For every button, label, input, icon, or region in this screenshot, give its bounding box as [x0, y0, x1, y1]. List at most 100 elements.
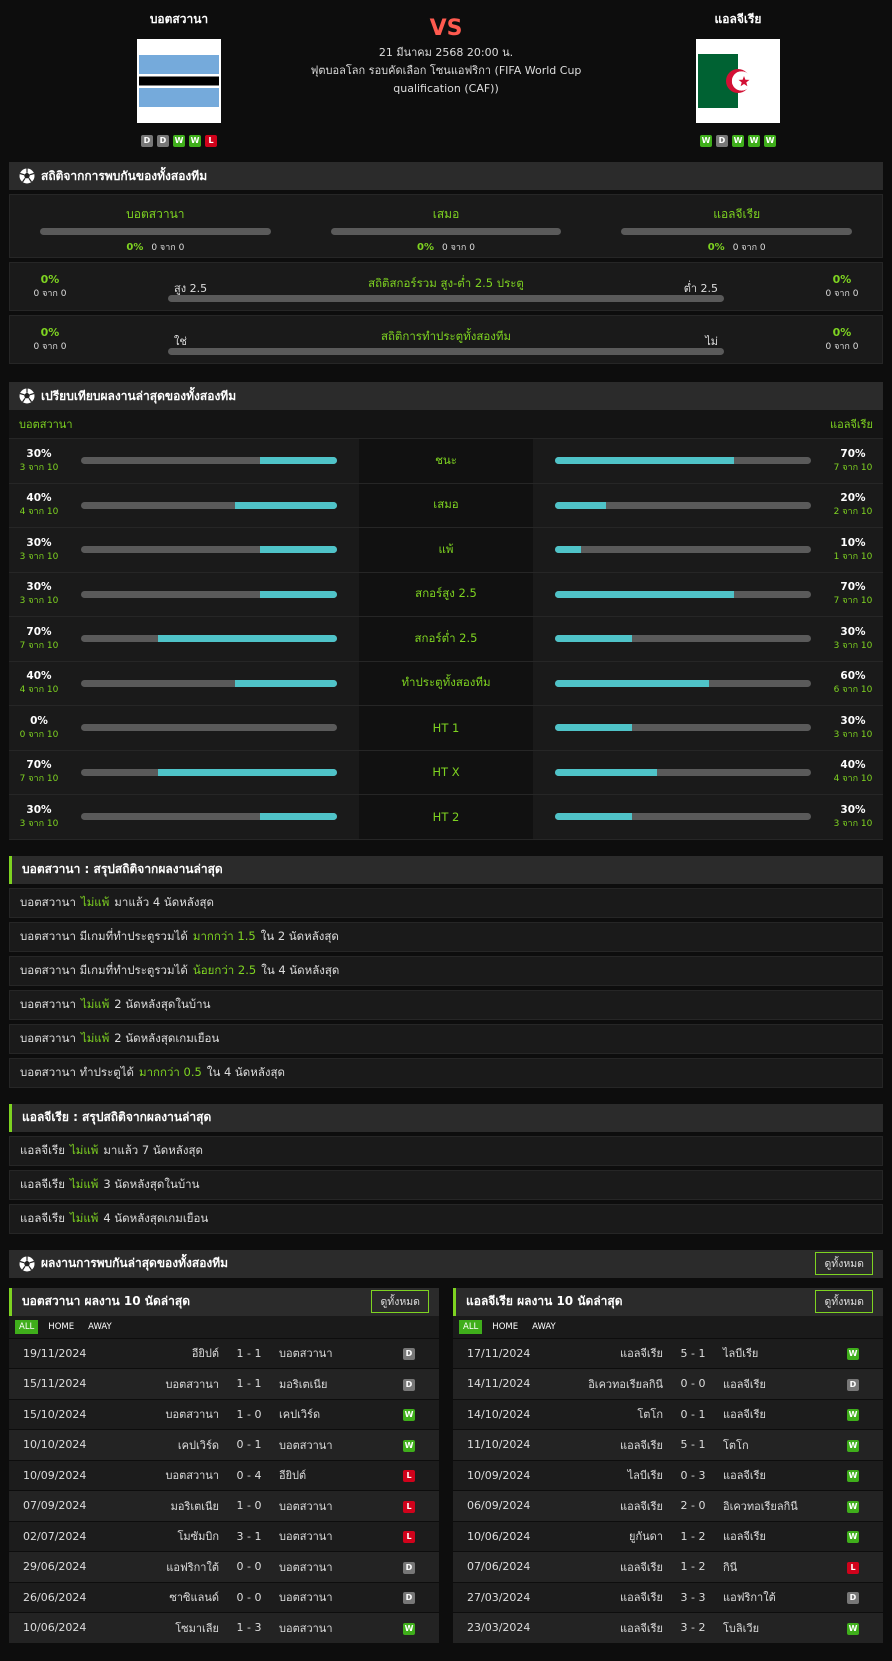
stat-bar	[81, 768, 337, 776]
stat-bar	[81, 457, 337, 465]
home-pct: 30% 3 จาก 10	[19, 447, 59, 473]
vs: VS	[429, 16, 463, 41]
compare-away-side: 20% 2 จาก 10	[533, 483, 883, 527]
stat-bar-fill	[260, 457, 337, 465]
match-home: โมซัมบิก	[177, 1530, 219, 1544]
view-all-button[interactable]: ดูทั้งหมด	[815, 1252, 873, 1275]
stat-bar	[555, 724, 811, 732]
home-pct: 40% 4 จาก 10	[19, 670, 59, 696]
result-badge: W	[847, 1409, 859, 1422]
compare-home-side: 30% 3 จาก 10	[9, 528, 359, 572]
stat-bar	[81, 813, 337, 821]
home-count: 3 จาก 10	[19, 818, 59, 829]
home-pct: 30% 3 จาก 10	[19, 536, 59, 562]
compare-label: ชนะ	[359, 439, 533, 483]
match-away: บอตสวานา	[279, 1530, 333, 1544]
home-pct: 40% 4 จาก 10	[19, 492, 59, 518]
result-badge: W	[847, 1348, 859, 1361]
match-score: 1 - 1	[236, 1346, 262, 1360]
home-count: 7 จาก 10	[19, 774, 59, 785]
match-home: แอลจีเรีย	[620, 1621, 663, 1635]
compare-row: 30% 3 จาก 10 สกอร์สูง 2.5 70% 7 จาก 10	[9, 572, 883, 617]
result-badge: W	[173, 135, 185, 147]
away-pct: 60% 6 จาก 10	[833, 670, 873, 696]
match-result: D	[389, 1377, 429, 1391]
match-result: D	[389, 1346, 429, 1361]
team-panel: บอตสวานา ผลงาน 10 นัดล่าสุด ดูทั้งหมด ALL H…	[9, 1287, 439, 1643]
match-row: 15/10/2024 บอตสวานา 1 - 0 เคปเวิร์ด W	[9, 1398, 439, 1429]
summary-item: บอตสวานา ไม่แพ้ 2 นัดหลังสุดในบ้าน	[9, 989, 883, 1020]
filter-tab[interactable]: ALL	[459, 1319, 483, 1334]
stat-bar	[555, 501, 811, 509]
summary-highlight: ไม่แพ้	[80, 894, 110, 909]
summary-text: ใน 4 นัดหลังสุด	[261, 962, 340, 977]
match-home: เคปเวิร์ด	[177, 1438, 219, 1452]
match-date: 06/09/2024	[467, 1499, 531, 1513]
stat-bar-fill	[555, 768, 658, 776]
match-home: แอฟริกาใต้	[166, 1560, 219, 1574]
stat-bar	[81, 590, 337, 598]
match-result: L	[389, 1468, 429, 1483]
filter-tab[interactable]: HOME	[48, 1321, 75, 1332]
section-title-text: ผลงานการพบกันล่าสุดของทั้งสองทีม	[41, 1256, 229, 1270]
ou-left-label: ใช่	[174, 335, 187, 348]
ou-row: 0% 0 จาก 0 0% 0 จาก 0 ใช่ ไม่ สถิติการทำประตูท…	[9, 315, 883, 364]
away-pct: 30% 3 จาก 10	[833, 625, 873, 651]
summary-highlight: น้อยกว่า 2.5	[192, 962, 257, 977]
section-title: สถิติจากการพบกันของทั้งสองทีม	[9, 162, 883, 190]
stat-bar	[621, 228, 853, 235]
h2h-column: บอตสวานา 0% 0 จาก 0	[10, 195, 301, 257]
match-score: 0 - 0	[680, 1377, 706, 1391]
match-row: 11/10/2024 แอลจีเรีย 5 - 1 โตโก W	[453, 1429, 883, 1460]
match-score: 5 - 1	[680, 1346, 706, 1360]
match-list: 17/11/2024 แอลจีเรีย 5 - 1 ไลบีเรีย W 14/11/2…	[453, 1337, 883, 1643]
h2h-label: บอตสวานา	[126, 207, 185, 221]
compare-away: แอลจีเรีย	[830, 418, 873, 431]
section-title: แอลจีเรีย ผลงาน 10 นัดล่าสุด ดูทั้งหมด	[453, 1287, 883, 1316]
flag-algeria	[698, 54, 778, 108]
h2h-pct: 0%	[126, 242, 144, 253]
away-count: 1 จาก 10	[833, 551, 873, 562]
stat-bar	[555, 546, 811, 554]
flag-botswana	[139, 55, 219, 107]
match-score: 3 - 1	[236, 1529, 262, 1543]
filter-tab[interactable]: AWAY	[532, 1321, 556, 1332]
match-home: บอตสวานา	[165, 1377, 220, 1391]
match-row: 10/09/2024 ไลบีเรีย 0 - 3 แอลจีเรีย W	[453, 1459, 883, 1490]
result-badge: L	[847, 1561, 859, 1574]
match-row: 07/09/2024 มอริเตเนีย 1 - 0 บอตสวานา L	[9, 1490, 439, 1521]
match-row: 14/11/2024 อิเควทอเรียลกินี 0 - 0 แอลจีเรีย…	[453, 1368, 883, 1399]
match-away: อิเควทอเรียลกินี	[723, 1499, 798, 1513]
result-badge: L	[205, 135, 217, 147]
match-date: 02/07/2024	[23, 1529, 87, 1543]
summary-highlight: ไม่แพ้	[69, 1142, 99, 1157]
match-away: กินี	[723, 1560, 738, 1574]
section-title-text: บอตสวานา ผลงาน 10 นัดล่าสุด	[22, 1294, 190, 1308]
ou-side: 0% 0 จาก 0	[28, 326, 72, 353]
match-result: W	[833, 1407, 873, 1422]
away-count: 7 จาก 10	[833, 596, 873, 607]
filter-tabs: ALL HOME AWAY	[9, 1316, 439, 1338]
match-result: W	[833, 1529, 873, 1544]
home-pct: 0% 0 จาก 10	[19, 714, 59, 740]
home-flag	[137, 39, 221, 123]
match-result: D	[389, 1590, 429, 1605]
away-count: 2 จาก 10	[833, 507, 873, 518]
view-all-button[interactable]: ดูทั้งหมด	[815, 1290, 873, 1313]
filter-tab[interactable]: ALL	[15, 1319, 39, 1334]
match-result: W	[833, 1438, 873, 1452]
stat-bar	[81, 501, 337, 509]
away-pct: 40% 4 จาก 10	[833, 759, 873, 785]
compare-away-side: 40% 4 จาก 10	[533, 750, 883, 794]
summary-item: บอตสวานา ทำประตูได้ มากกว่า 0.5 ใน 4 นัดหล…	[9, 1057, 883, 1088]
result-badge: W	[732, 135, 744, 147]
team-panel: แอลจีเรีย ผลงาน 10 นัดล่าสุด ดูทั้งหมด ALL…	[453, 1287, 883, 1643]
summary-text: 4 นัดหลังสุดเกมเยือน	[103, 1210, 209, 1225]
match-away: แอลจีเรีย	[723, 1469, 766, 1483]
view-all-button[interactable]: ดูทั้งหมด	[371, 1290, 429, 1313]
filter-tab[interactable]: AWAY	[88, 1321, 112, 1332]
match-date: 15/10/2024	[23, 1407, 87, 1421]
home-count: 3 จาก 10	[19, 551, 59, 562]
summary-text: มาแล้ว 4 นัดหลังสุด	[114, 894, 214, 909]
filter-tab[interactable]: HOME	[492, 1321, 519, 1332]
